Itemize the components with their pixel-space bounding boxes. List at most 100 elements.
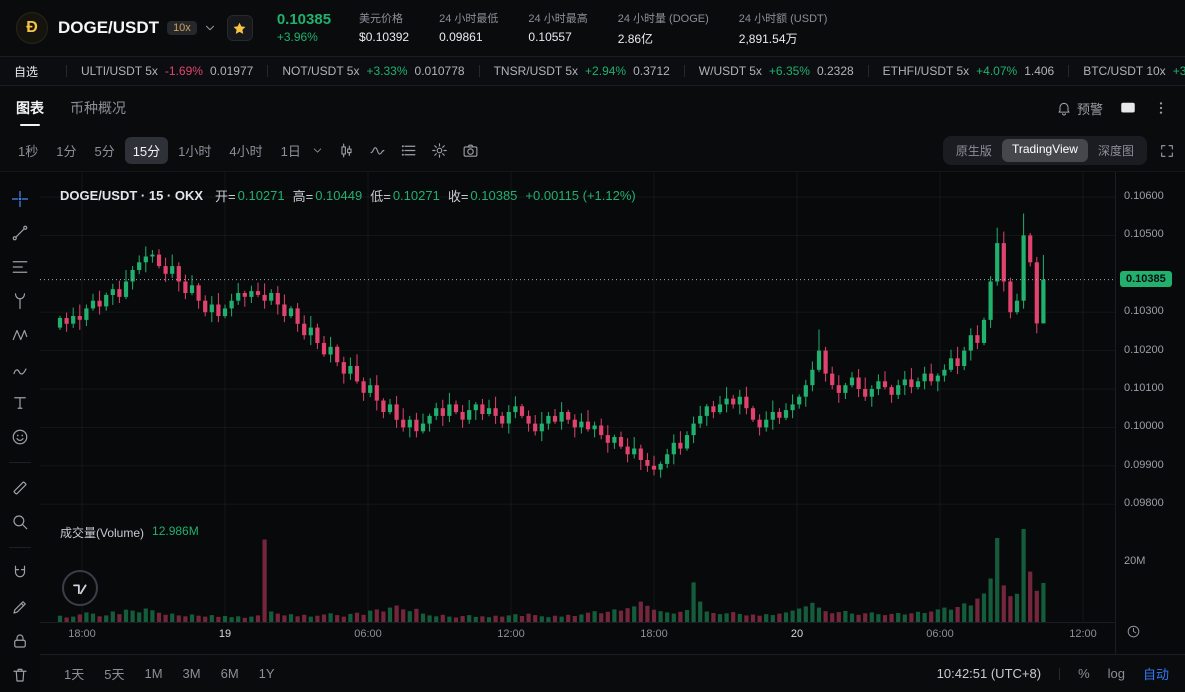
timezone-icon[interactable] <box>1126 624 1141 639</box>
zoom-icon[interactable] <box>5 505 35 539</box>
pattern-icon[interactable] <box>5 318 35 352</box>
alert-button[interactable]: 预警 <box>1056 99 1103 118</box>
templates-icon[interactable] <box>400 142 417 159</box>
legend-close-label: 收= <box>447 189 469 204</box>
header-stat: 24 小时最低 0.09861 <box>439 10 498 47</box>
interval-5分[interactable]: 5分 <box>94 144 115 159</box>
ruler-icon[interactable] <box>5 471 35 505</box>
interval-4小时[interactable]: 4小时 <box>229 144 263 159</box>
ticker-item[interactable]: ULTI/USDT 5x -1.69% 0.01977 <box>81 64 253 78</box>
emoji-icon[interactable] <box>5 420 35 454</box>
indicators-icon <box>369 142 386 159</box>
header-stats: 美元价格 $0.10392 24 小时最低 0.09861 24 小时最高 0.10557… <box>359 10 827 47</box>
settings-icon <box>431 142 448 159</box>
tab-overview[interactable]: 币种概况 <box>70 100 126 116</box>
draw-pencil-icon[interactable] <box>5 590 35 624</box>
templates-icon <box>400 142 417 159</box>
stat-value: 0.09861 <box>439 29 483 44</box>
range-1天[interactable]: 1天 <box>64 667 85 682</box>
trendline-icon[interactable] <box>5 216 35 250</box>
divider <box>867 65 869 77</box>
screenshot-icon[interactable] <box>462 142 479 159</box>
ticker-item[interactable]: TNSR/USDT 5x +2.94% 0.3712 <box>494 64 670 78</box>
fib-retracement-icon[interactable] <box>5 250 35 284</box>
emoji-icon <box>11 428 29 446</box>
last-price-block: 0.10385 +3.96% <box>277 11 331 45</box>
pitchfork-icon[interactable] <box>5 284 35 318</box>
chart-toolbar-right: 原生版 TradingView 深度图 <box>942 136 1175 165</box>
magnet-icon <box>11 564 29 582</box>
time-tick: 06:00 <box>354 628 382 640</box>
ticker-price: 0.010778 <box>414 64 465 78</box>
bell-icon <box>1056 100 1072 116</box>
interval-15分[interactable]: 15分 <box>124 137 169 164</box>
tradingview-logo[interactable] <box>62 570 98 606</box>
pair-dropdown-chevron-icon[interactable] <box>203 21 217 35</box>
settings-icon[interactable] <box>431 142 448 159</box>
indicators-icon[interactable] <box>369 142 386 159</box>
range-1Y[interactable]: 1Y <box>258 666 275 681</box>
watchlist-ticker-bar: 自选 ULTI/USDT 5x -1.69% 0.01977 NOT/USDT 5x +… <box>0 56 1185 86</box>
auto-scale-button[interactable]: 自动 <box>1142 667 1169 682</box>
kebab-menu-icon[interactable] <box>1153 100 1169 116</box>
lock-icon[interactable] <box>5 624 35 658</box>
crosshair-icon[interactable] <box>5 182 35 216</box>
price-change: +3.96% <box>276 29 318 44</box>
zoom-icon <box>11 513 29 531</box>
time-tick: 19 <box>218 628 232 640</box>
interval-1分[interactable]: 1分 <box>56 144 77 159</box>
range-1M[interactable]: 1M <box>144 666 163 681</box>
ticker-item[interactable]: W/USDT 5x +6.35% 0.2328 <box>699 64 854 78</box>
log-scale-button[interactable]: log <box>1107 666 1125 681</box>
stat-value: $0.10392 <box>359 29 410 44</box>
favorite-star-icon[interactable] <box>226 15 253 41</box>
interval-1日[interactable]: 1日 <box>280 144 301 159</box>
ticker-item[interactable]: ETHFI/USDT 5x +4.07% 1.406 <box>883 64 1055 78</box>
chart-mode-switch: 原生版 TradingView 深度图 <box>942 136 1147 165</box>
fullscreen-icon[interactable] <box>1159 143 1175 159</box>
stat-value: 2,891.54万 <box>738 31 798 46</box>
ticker-item[interactable]: NOT/USDT 5x +3.33% 0.010778 <box>282 64 464 78</box>
mode-TradingView[interactable]: TradingView <box>1001 139 1088 162</box>
interval-1小时[interactable]: 1小时 <box>178 144 212 159</box>
pair-title: DOGE/USDT <box>58 18 160 37</box>
ticker-list: ULTI/USDT 5x -1.69% 0.01977 NOT/USDT 5x +3.3… <box>81 64 1185 78</box>
text-tool-icon[interactable] <box>5 386 35 420</box>
trash-icon[interactable] <box>5 658 35 692</box>
ticker-price: 0.01977 <box>209 64 254 78</box>
candlestick-chart[interactable] <box>40 172 1115 622</box>
magnet-icon[interactable] <box>5 556 35 590</box>
interval-1秒[interactable]: 1秒 <box>18 144 39 159</box>
price-tick: 0.09900 <box>1124 459 1164 471</box>
text-tool-icon <box>11 394 29 412</box>
price-axis[interactable]: 0.10600 0.10500 0.10300 0.10200 0.10100 0.100… <box>1115 172 1185 692</box>
legend-high-label: 高= <box>292 189 314 204</box>
divider <box>267 65 269 77</box>
time-axis[interactable]: 18:00 19 06:00 12:00 18:00 20 06:00 12:00 <box>40 622 1115 646</box>
legend-open: 0.10271 <box>237 188 285 203</box>
ticker-pair: ETHFI/USDT 5x <box>882 64 970 78</box>
range-3M[interactable]: 3M <box>182 666 201 681</box>
favorites-label[interactable]: 自选 <box>14 64 39 79</box>
header-stat: 24 小时量 (DOGE) 2.86亿 <box>618 10 709 47</box>
ticker-pair: W/USDT 5x <box>698 64 762 78</box>
percent-scale-button[interactable]: % <box>1078 666 1090 681</box>
legend-close: 0.10385 <box>470 188 518 203</box>
candle-style-icon[interactable] <box>338 142 355 159</box>
ticker-item[interactable]: BTC/USDT 10x+3.23%60,428.3 <box>1083 64 1185 78</box>
monitor-icon[interactable] <box>1119 99 1137 117</box>
brush-icon[interactable] <box>5 352 35 386</box>
range-6M[interactable]: 6M <box>220 666 239 681</box>
clock[interactable]: 10:42:51 (UTC+8) <box>936 666 1042 681</box>
legend-open-label: 开= <box>215 189 236 204</box>
stat-label: 24 小时最低 <box>439 12 499 25</box>
interval-group: 1秒 1分 5分 15分 1小时 4小时 1日 <box>10 137 311 164</box>
range-5天[interactable]: 5天 <box>104 667 125 682</box>
interval-dropdown-chevron-icon[interactable] <box>311 144 324 157</box>
tab-chart[interactable]: 图表 <box>16 86 44 130</box>
pattern-icon <box>11 326 29 344</box>
stat-value: 0.10557 <box>528 29 572 44</box>
ticker-pair: ULTI/USDT 5x <box>81 64 158 78</box>
mode-原生版[interactable]: 原生版 <box>955 144 992 158</box>
mode-深度图[interactable]: 深度图 <box>1097 144 1134 158</box>
